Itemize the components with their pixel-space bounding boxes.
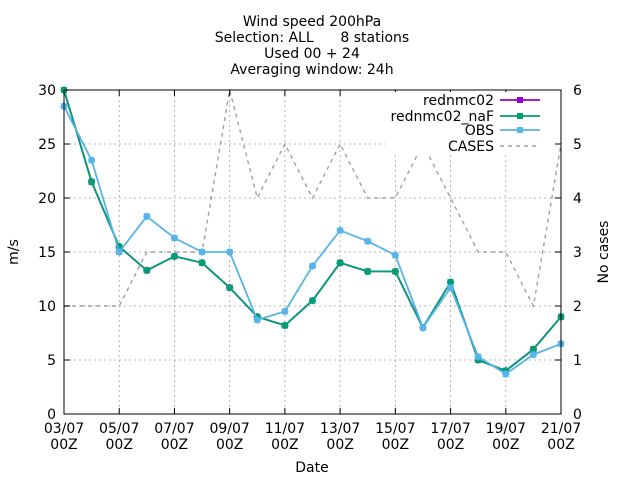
point-obs-13 <box>419 324 426 331</box>
point-obs-7 <box>254 317 261 324</box>
x-tick-label-hour-0: 00Z <box>50 437 77 453</box>
y-tick-label-1: 5 <box>47 353 56 369</box>
series-line-cases <box>64 89 562 309</box>
x-tick-label-date-7: 17/07 <box>430 421 470 437</box>
x-tick-label-date-4: 11/07 <box>265 421 305 437</box>
point-rednmc02-naf-2 <box>116 243 123 250</box>
x-tick-label-hour-7: 00Z <box>437 437 464 453</box>
point-rednmc02-naf-14 <box>447 279 454 286</box>
point-obs-6 <box>226 249 233 255</box>
legend-background <box>385 92 555 154</box>
x-axis-label: Date <box>295 460 328 476</box>
x-tick-label-hour-2: 00Z <box>161 437 188 453</box>
y-axis-label: m/s <box>6 239 22 265</box>
point-obs-15 <box>475 353 482 360</box>
point-obs-2 <box>116 249 123 255</box>
point-obs-8 <box>281 308 288 315</box>
y2-tick-label-0: 0 <box>573 407 582 423</box>
y2-tick-label-6: 6 <box>573 83 582 99</box>
x-tick-label-date-1: 05/07 <box>99 421 139 437</box>
x-tick-label-date-5: 13/07 <box>320 421 360 437</box>
point-obs-14 <box>447 284 454 291</box>
y2-tick-label-3: 3 <box>573 245 582 261</box>
y2-tick-label-4: 4 <box>573 191 582 207</box>
x-tick-label-hour-5: 00Z <box>326 437 353 453</box>
title-line-4: Averaging window: 24h <box>230 62 393 78</box>
y2-tick-label-5: 5 <box>573 137 582 153</box>
x-tick-label-date-8: 19/07 <box>486 421 526 437</box>
y-tick-label-0: 0 <box>47 407 56 423</box>
legend-marker-rednmc02 <box>517 97 523 103</box>
y-tick-label-5: 25 <box>38 137 56 153</box>
legend-label-cases: CASES <box>448 139 494 155</box>
x-tick-label-hour-6: 00Z <box>382 437 409 453</box>
grid <box>64 90 561 414</box>
y-tick-label-2: 10 <box>38 299 56 315</box>
point-rednmc02-naf-3 <box>143 267 150 274</box>
point-obs-9 <box>309 263 316 270</box>
title-line-1: Wind speed 200hPa <box>243 14 381 30</box>
y-tick-label-6: 30 <box>38 83 56 99</box>
x-tick-label-date-3: 09/07 <box>209 421 249 437</box>
x-tick-label-hour-8: 00Z <box>492 437 519 453</box>
point-obs-11 <box>364 238 371 245</box>
point-rednmc02-naf-9 <box>309 297 316 304</box>
point-obs-16 <box>502 371 509 378</box>
title-line-3: Used 00 + 24 <box>264 46 360 62</box>
y-tick-label-3: 15 <box>38 245 56 261</box>
point-rednmc02-naf-1 <box>88 178 95 185</box>
x-axis-ticks: 03/0700Z05/0700Z07/0700Z09/0700Z11/0700Z… <box>44 90 581 453</box>
point-obs-10 <box>337 227 344 234</box>
y-tick-label-4: 20 <box>38 191 56 207</box>
legend-label-rednmc02: rednmc02 <box>423 93 494 109</box>
legend-label-obs: OBS <box>465 123 494 139</box>
x-tick-label-hour-3: 00Z <box>216 437 243 453</box>
y-axis-ticks: 0 5 10 15 20 25 30 <box>38 83 70 423</box>
chart-title: Wind speed 200hPa Selection: ALL 8 stati… <box>215 14 409 78</box>
point-obs-4 <box>171 234 178 241</box>
legend-marker-obs <box>517 127 523 133</box>
point-obs-12 <box>392 252 399 259</box>
point-rednmc02-naf-11 <box>364 268 371 275</box>
point-rednmc02-naf-10 <box>337 259 344 266</box>
x-tick-label-date-6: 15/07 <box>375 421 415 437</box>
legend-marker-rednmc02-naf <box>517 113 523 119</box>
point-obs-5 <box>199 249 206 255</box>
x-tick-label-date-0: 03/07 <box>44 421 84 437</box>
point-rednmc02-naf-5 <box>199 259 206 266</box>
x-tick-label-date-9: 21/07 <box>541 421 581 437</box>
y2-tick-label-2: 2 <box>573 299 582 315</box>
x-tick-label-hour-4: 00Z <box>271 437 298 453</box>
x-tick-label-hour-9: 00Z <box>547 437 574 453</box>
point-obs-1 <box>88 157 95 164</box>
point-obs-3 <box>143 213 150 220</box>
legend-label-rednmc02-naf: rednmc02_naF <box>391 109 494 125</box>
y2-tick-label-1: 1 <box>573 353 582 369</box>
point-rednmc02-naf-12 <box>392 268 399 275</box>
x-tick-label-hour-1: 00Z <box>106 437 133 453</box>
y2-axis-ticks: 0 1 2 3 4 5 6 <box>555 83 582 423</box>
y2-axis-label: No cases <box>596 221 612 284</box>
x-tick-label-date-2: 07/07 <box>154 421 194 437</box>
point-rednmc02-naf-6 <box>226 284 233 291</box>
point-obs-17 <box>530 351 537 358</box>
point-rednmc02-naf-4 <box>171 253 178 260</box>
title-line-2: Selection: ALL 8 stations <box>215 30 409 46</box>
point-rednmc02-naf-17 <box>530 346 537 353</box>
point-rednmc02-naf-8 <box>281 322 288 329</box>
cases-layer <box>64 89 562 309</box>
